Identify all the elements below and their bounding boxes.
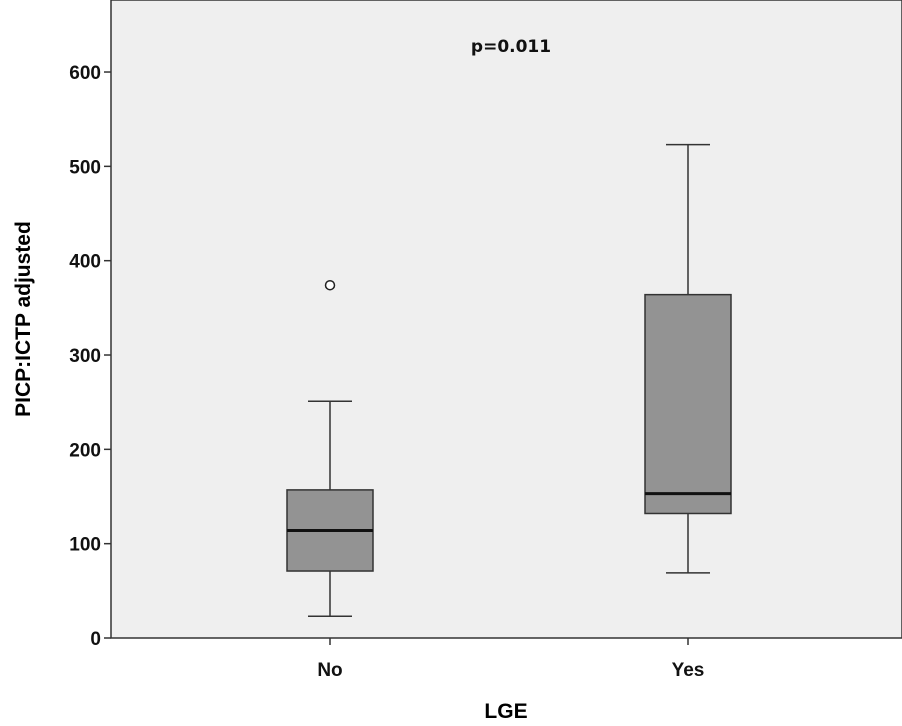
y-tick-label-600: 600: [69, 63, 101, 84]
p-value-annotation: p=0.011: [471, 37, 551, 57]
x-tick-label-no: No: [317, 660, 342, 681]
x-axis: No Yes: [317, 638, 704, 681]
plot-area: [110, 0, 902, 639]
box-yes: [644, 293, 732, 515]
y-tick-label-500: 500: [69, 157, 101, 178]
box-series: [286, 143, 732, 618]
y-tick-label-300: 300: [69, 346, 101, 367]
y-tick-label-200: 200: [69, 440, 101, 461]
y-axis-title: PICP:ICTP adjusted: [12, 221, 35, 417]
y-tick-label-0: 0: [90, 629, 101, 650]
x-tick-label-yes: Yes: [672, 660, 705, 681]
outlier-point-no-0: [324, 279, 336, 291]
x-axis-title: LGE: [484, 700, 527, 723]
y-tick-label-100: 100: [69, 535, 101, 556]
y-axis: 0 100 200 300 400 500 600: [69, 63, 111, 650]
y-tick-label-400: 400: [69, 252, 101, 273]
